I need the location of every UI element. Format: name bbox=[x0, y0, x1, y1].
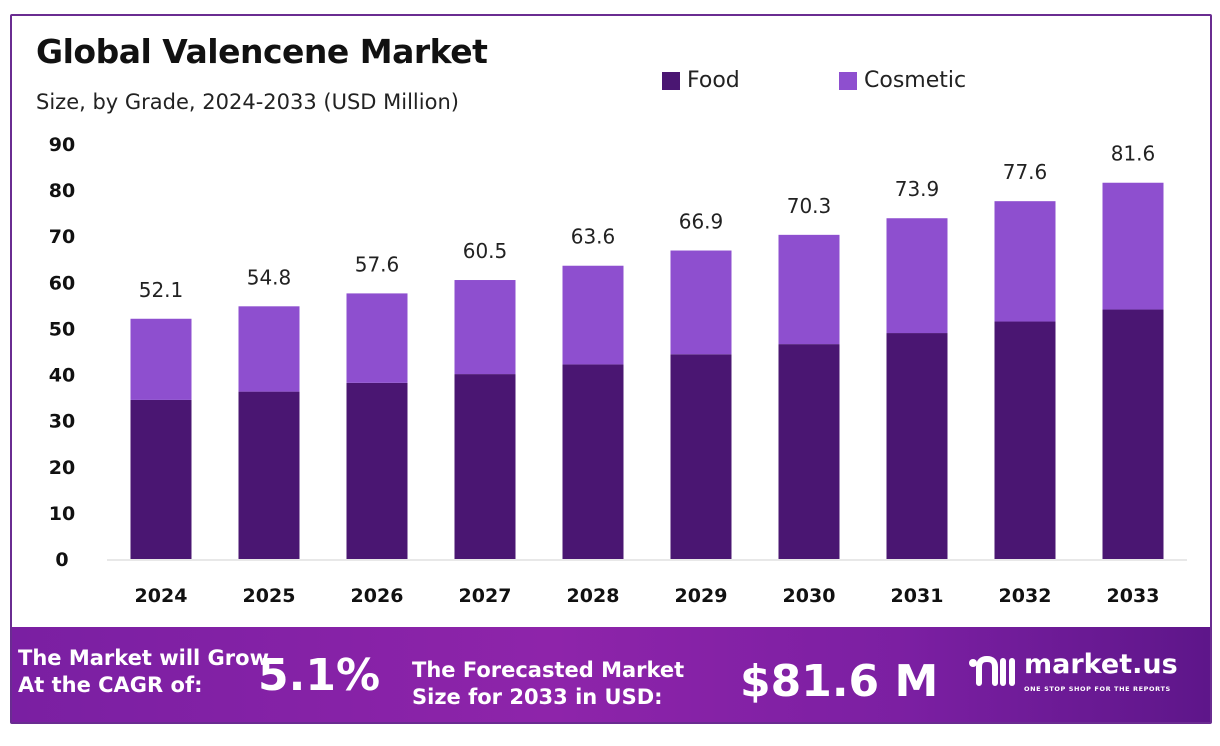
bar-cosmetic-2031 bbox=[886, 218, 948, 334]
legend-swatch-food bbox=[662, 71, 680, 90]
cagr-label-line1: The Market will Grow bbox=[18, 646, 269, 670]
bar-food-2024 bbox=[130, 399, 192, 559]
x-tick-label: 2027 bbox=[459, 585, 512, 607]
bar-cosmetic-2027 bbox=[454, 280, 516, 375]
bar-chart: 010203040506070809052.1202454.8202557.62… bbox=[49, 134, 1187, 607]
y-tick-label: 50 bbox=[49, 318, 75, 340]
legend-swatch-cosmetic bbox=[839, 71, 857, 90]
y-tick-label: 0 bbox=[55, 549, 68, 571]
cagr-value: 5.1% bbox=[258, 650, 381, 701]
bar-total-label: 63.6 bbox=[571, 225, 616, 249]
bar-food-2033 bbox=[1102, 309, 1164, 559]
legend-item-food: Food bbox=[662, 68, 740, 93]
forecast-label-line1: The Forecasted Market bbox=[412, 658, 685, 682]
bar-cosmetic-2029 bbox=[670, 250, 732, 355]
brand-name: market.us bbox=[1024, 649, 1178, 680]
chart-subtitle: Size, by Grade, 2024-2033 (USD Million) bbox=[36, 90, 459, 114]
y-tick-label: 40 bbox=[49, 365, 75, 387]
x-tick-label: 2028 bbox=[567, 585, 620, 607]
x-tick-label: 2024 bbox=[135, 585, 188, 607]
y-tick-label: 10 bbox=[49, 503, 75, 525]
bar-total-label: 70.3 bbox=[787, 194, 832, 218]
x-tick-label: 2031 bbox=[891, 585, 944, 607]
chart-frame: Global Valencene Market Size, by Grade, … bbox=[10, 14, 1212, 724]
x-tick-label: 2025 bbox=[243, 585, 296, 607]
bar-food-2032 bbox=[994, 321, 1056, 559]
bar-total-label: 81.6 bbox=[1111, 142, 1156, 166]
cagr-label-line2: At the CAGR of: bbox=[18, 673, 203, 697]
bar-total-label: 52.1 bbox=[139, 278, 184, 302]
bar-food-2031 bbox=[886, 333, 948, 559]
legend-item-cosmetic: Cosmetic bbox=[839, 68, 966, 93]
bar-total-label: 77.6 bbox=[1003, 160, 1048, 184]
bar-total-label: 66.9 bbox=[679, 210, 724, 234]
bar-food-2026 bbox=[346, 382, 408, 559]
bar-food-2028 bbox=[562, 364, 624, 559]
y-tick-label: 70 bbox=[49, 226, 75, 248]
x-tick-label: 2026 bbox=[351, 585, 404, 607]
bar-food-2030 bbox=[778, 344, 840, 559]
x-tick-label: 2030 bbox=[783, 585, 836, 607]
bar-food-2027 bbox=[454, 374, 516, 559]
x-tick-label: 2032 bbox=[999, 585, 1052, 607]
y-tick-label: 30 bbox=[49, 411, 75, 433]
bar-cosmetic-2025 bbox=[238, 306, 300, 392]
cagr-label: The Market will Grow At the CAGR of: bbox=[18, 645, 269, 699]
bar-food-2029 bbox=[670, 354, 732, 559]
bar-food-2025 bbox=[238, 391, 300, 559]
market-us-logo-icon bbox=[969, 655, 1015, 686]
forecast-value: $81.6 M bbox=[740, 656, 939, 707]
y-tick-label: 80 bbox=[49, 180, 75, 202]
bar-cosmetic-2033 bbox=[1102, 182, 1164, 310]
y-tick-label: 60 bbox=[49, 272, 75, 294]
x-tick-label: 2033 bbox=[1107, 585, 1160, 607]
bar-cosmetic-2030 bbox=[778, 234, 840, 345]
forecast-label-line2: Size for 2033 in USD: bbox=[412, 685, 663, 709]
summary-banner: The Market will Grow At the CAGR of: 5.1… bbox=[12, 627, 1210, 722]
chart-title: Global Valencene Market bbox=[36, 32, 488, 71]
legend-label-cosmetic: Cosmetic bbox=[864, 68, 967, 93]
y-tick-label: 90 bbox=[49, 134, 75, 156]
brand-tagline: ONE STOP SHOP FOR THE REPORTS bbox=[1024, 685, 1171, 693]
bar-cosmetic-2026 bbox=[346, 293, 408, 383]
bar-total-label: 60.5 bbox=[463, 239, 508, 263]
bar-cosmetic-2028 bbox=[562, 265, 624, 365]
legend-label-food: Food bbox=[687, 68, 740, 93]
bar-total-label: 73.9 bbox=[895, 177, 940, 201]
y-tick-label: 20 bbox=[49, 457, 75, 479]
bar-total-label: 57.6 bbox=[355, 252, 400, 276]
bar-cosmetic-2032 bbox=[994, 201, 1056, 322]
bar-cosmetic-2024 bbox=[130, 318, 192, 400]
forecast-label: The Forecasted Market Size for 2033 in U… bbox=[412, 657, 684, 711]
x-tick-label: 2029 bbox=[675, 585, 728, 607]
bar-total-label: 54.8 bbox=[247, 265, 292, 289]
